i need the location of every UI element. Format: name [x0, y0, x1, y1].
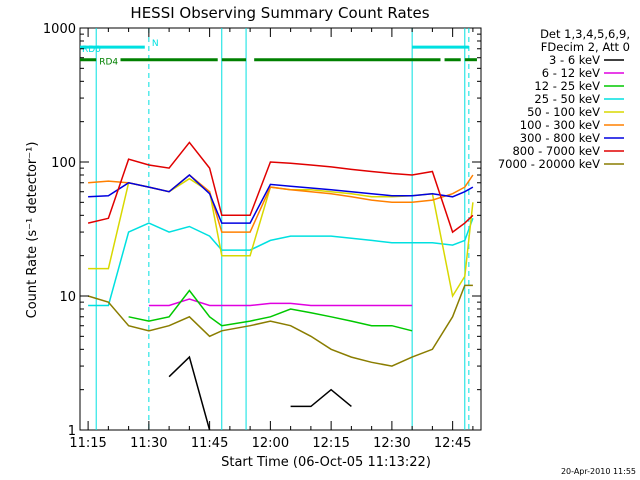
- legend-header-line: FDecim 2, Att 0: [541, 40, 630, 54]
- state-bars: RD0 N RD4: [80, 39, 477, 68]
- series-line: [148, 298, 413, 307]
- y-tick-label: 10: [59, 290, 76, 305]
- state-bar-label: RD4: [99, 58, 118, 68]
- legend-entry-label: 800 - 7000 keV: [512, 144, 600, 158]
- interval-lines: [95, 28, 470, 430]
- legend-entry-label: 25 - 50 keV: [534, 92, 600, 106]
- legend-entry-label: 100 - 300 keV: [520, 118, 600, 132]
- footer-timestamp: 20-Apr-2010 11:55: [561, 467, 636, 476]
- series-line: [128, 289, 413, 332]
- series-line: [88, 218, 474, 307]
- legend-entry-label: 12 - 25 keV: [534, 79, 600, 93]
- x-tick-label: 11:15: [69, 436, 106, 451]
- legend-entry-label: 6 - 12 keV: [542, 66, 600, 80]
- series-group: [87, 141, 474, 431]
- x-tick-label: 12:45: [434, 436, 471, 451]
- x-tick-label: 11:30: [130, 436, 167, 451]
- y-tick-label: 1: [68, 424, 76, 439]
- series-line: [87, 284, 473, 367]
- plot-frame: [79, 27, 482, 431]
- x-tick-label: 12:15: [312, 436, 349, 451]
- x-tick-label: 12:00: [252, 436, 289, 451]
- legend-entry-label: 3 - 6 keV: [549, 53, 600, 67]
- series-line: [168, 355, 211, 431]
- series-line: [87, 141, 474, 234]
- series-line: [88, 174, 474, 224]
- chart-title: HESSI Observing Summary Count Rates: [130, 4, 429, 22]
- x-axis-label: Start Time (06-Oct-05 11:13:22): [221, 455, 431, 470]
- state-bar-label: RD0: [82, 45, 101, 55]
- legend-entry-label: 300 - 800 keV: [520, 131, 600, 145]
- y-axis: 1 10 100 1000: [43, 22, 481, 439]
- y-tick-label: 1000: [43, 22, 76, 37]
- legend-entry-label: 50 - 100 keV: [527, 105, 600, 119]
- state-bar-label: N: [152, 39, 159, 49]
- legend-entry-label: 7000 - 20000 keV: [498, 157, 600, 171]
- x-tick-label: 11:45: [191, 436, 228, 451]
- x-axis: 11:15 11:30 11:45 12:00 12:15 12:30 12:45: [69, 28, 474, 451]
- series-line: [88, 177, 474, 299]
- series-line: [290, 388, 352, 408]
- legend-header-line: Det 1,3,4,5,6,9,: [540, 27, 630, 41]
- series-line: [88, 174, 474, 233]
- x-tick-label: 12:30: [373, 436, 410, 451]
- y-tick-label: 100: [51, 156, 76, 171]
- legend: Det 1,3,4,5,6,9,FDecim 2, Att 03 - 6 keV…: [498, 27, 630, 171]
- y-axis-label: Count Rate (s⁻¹ detector⁻¹): [25, 142, 40, 319]
